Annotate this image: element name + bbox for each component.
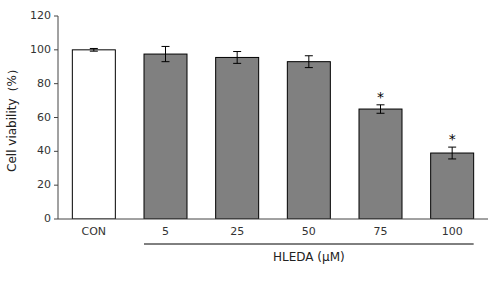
x-tick-label: 100 — [442, 225, 463, 238]
error-cap — [162, 61, 170, 62]
error-cap — [233, 51, 241, 52]
error-cap — [448, 158, 456, 159]
bar — [144, 54, 187, 219]
x-tick-label: 5 — [162, 225, 169, 238]
y-tick — [54, 16, 58, 17]
y-axis-label: Cell viability（%） — [5, 63, 19, 172]
error-bar — [305, 56, 313, 68]
chart: 0 20 40 60 80 100 120 CON 5 25 50 75 100 * * HLEDA (μM)… — [0, 0, 500, 281]
y-axis — [58, 16, 59, 219]
x-axis — [58, 219, 488, 220]
y-tick-label: 20 — [37, 178, 51, 191]
error-bar — [162, 46, 170, 61]
y-tick — [54, 185, 58, 186]
error-stem — [237, 52, 238, 64]
error-cap — [162, 46, 170, 47]
error-bar — [377, 105, 385, 113]
error-cap — [305, 67, 313, 68]
bar — [431, 153, 474, 219]
error-bar — [233, 52, 241, 64]
error-cap — [377, 113, 385, 114]
error-cap — [305, 55, 313, 56]
bar — [287, 62, 330, 219]
y-tick-label: 40 — [37, 144, 51, 157]
annotation: * — [449, 131, 456, 147]
error-stem — [380, 105, 381, 113]
y-tick — [54, 83, 58, 84]
y-tick-label: 100 — [30, 43, 51, 56]
y-tick — [54, 151, 58, 152]
y-tick-label: 80 — [37, 77, 51, 90]
error-cap — [90, 51, 98, 52]
error-stem — [452, 147, 453, 159]
x-tick-label: 25 — [230, 225, 244, 238]
y-tick-label: 120 — [30, 9, 51, 22]
bracket — [144, 244, 474, 245]
x-axis-label: HLEDA (μM) — [273, 250, 345, 264]
y-tick-label: 0 — [44, 212, 51, 225]
x-tick-label: 75 — [374, 225, 388, 238]
y-tick — [54, 117, 58, 118]
y-tick — [54, 219, 58, 220]
x-tick-label: CON — [82, 225, 107, 238]
error-cap — [90, 48, 98, 49]
error-stem — [165, 46, 166, 61]
bars — [72, 46, 473, 219]
error-cap — [233, 63, 241, 64]
error-bar — [448, 147, 456, 159]
annotation: * — [377, 89, 384, 105]
x-tick-label: 50 — [302, 225, 316, 238]
error-bar — [90, 48, 98, 51]
bar — [359, 109, 402, 219]
y-tick-label: 60 — [37, 111, 51, 124]
error-stem — [308, 56, 309, 68]
bar — [72, 50, 115, 219]
bar — [216, 57, 259, 219]
y-tick — [54, 49, 58, 50]
